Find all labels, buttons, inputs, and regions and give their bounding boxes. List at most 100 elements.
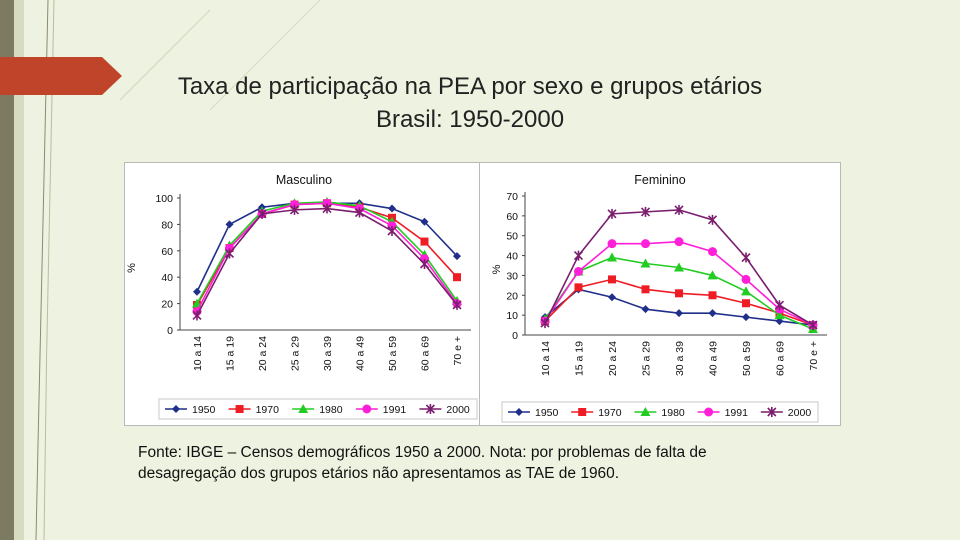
masc-series-2000-point [452,299,462,310]
masc-legend-box [158,398,478,420]
masc-series-2000-point [419,259,430,269]
masc-series-1950-point [453,252,461,261]
fem-title: Feminino [634,173,685,187]
fem-series-2000-point [607,208,617,219]
fem-ytick-label: 0 [512,330,518,342]
fem-xtick-label: 20 a 24 [607,341,619,376]
chart-masculino: Masculino% 0 20 40 60 80 100 10 a 14 15 a 19 20 a… [124,162,480,426]
fem-legend-label-1950: 1950 [535,407,559,419]
masc-legend-label-2000: 2000 [446,404,470,416]
masc-legend-label-1950: 1950 [192,404,216,416]
masc-series-2000-point [192,310,202,321]
fem-legend-label-1980: 1980 [661,407,685,419]
fem-series-1980-point [774,310,785,320]
fem-series-1980-point [741,286,751,296]
fem-series-1991-point [674,237,684,247]
fem-xtick-label: 70 e + [808,341,820,371]
masc-xtick-label: 30 a 39 [322,336,334,371]
fem-series-1980-point [674,262,684,272]
masc-ylabel: % [126,263,138,273]
masc-ytick-label: 80 [161,219,173,231]
fem-xtick-label: 40 a 49 [708,341,720,376]
fem-legend-box [501,401,819,423]
masc-series-2000-point [257,208,267,219]
slide-title-line-2: Brasil: 1950-2000 [375,106,565,133]
title-accent-tab [0,57,122,95]
fem-legend-label-1970: 1970 [598,407,622,419]
fem-ytick-label: 40 [506,251,518,263]
fem-series-1991-point [607,239,617,249]
fem-series-1970-point [574,283,583,292]
fem-ytick-label: 30 [506,270,518,282]
fem-legend-marker-1970 [578,408,587,416]
masc-series-2000-point [387,226,397,236]
fem-series-2000-point [774,300,785,311]
fem-series-2000-point [808,320,818,331]
masc-xtick-label: 20 a 24 [257,336,269,371]
masc-xtick-label: 60 a 69 [420,336,432,371]
fem-legend-label-1991: 1991 [725,407,749,419]
footnote-line-2: desagregação dos grupos etários não apre… [138,465,620,482]
fem-series-2000-point [674,204,684,215]
fem-ytick-label: 70 [506,191,518,203]
fem-series-1950-point [708,309,717,318]
fem-series-1991-point [574,266,583,276]
fem-series-2000-point [573,250,584,261]
fem-series-1950-point [608,293,616,302]
masc-series-1950-point [420,217,429,226]
fem-series-1950-point [742,313,750,322]
masc-series-1950-point [388,204,396,213]
masc-plot: Masculino% 0 20 40 60 80 100 10 a 14 15 a 19 20 a… [126,173,478,420]
fem-series-1970-point [608,275,616,284]
fem-xtick-label: 60 a 69 [775,341,787,376]
masc-xtick-label: 25 a 29 [290,336,302,371]
masc-series-2000-point [224,248,235,259]
masc-xtick-label: 10 a 14 [192,336,204,371]
masc-series-2000-line [196,207,458,316]
fem-series-2000-point [640,206,651,217]
masc-series-1950-point [225,220,234,229]
masc-ytick-label: 60 [161,246,173,258]
fem-series-1970-point [708,291,717,300]
masc-series-2000-point [322,203,332,214]
fem-legend-marker-1980 [640,407,651,416]
footnote-line-1: Fonte: IBGE – Censos demográficos 1950 a… [138,444,707,461]
fem-series-1950-point [641,305,650,314]
left-decor-bar [0,0,14,540]
masc-series-2000-point [289,204,300,215]
masc-series-1950-point [193,287,201,296]
fem-series-1991-point [641,239,650,249]
masc-ytick-label: 0 [167,325,173,337]
fem-xtick-label: 25 a 29 [641,341,653,376]
fem-ytick-label: 50 [506,231,518,243]
slide-title-line-1: Taxa de participação na PEA por sexo e g… [177,73,763,100]
masc-legend-label-1991: 1991 [383,404,407,416]
chart-feminino-svg: Feminino% 0 10 20 30 40 50 60 70 10 a 14 15 a 19 20… [491,173,827,423]
fem-series-1950-point [675,309,683,318]
masc-ytick-label: 40 [161,272,173,284]
masc-legend-label-1980: 1980 [319,404,343,416]
left-decor-strip [14,0,24,540]
masc-xtick-label: 40 a 49 [355,336,367,371]
fem-ytick-label: 20 [506,290,518,302]
fem-legend-marker-1991 [704,407,714,417]
masc-series-2000-point [354,207,365,218]
masc-series-1970-point [420,237,429,246]
chart-masculino-svg: Masculino% 0 20 40 60 80 100 10 a 14 15 a 19 20 a… [126,173,478,420]
masc-legend-marker-1950 [172,405,180,413]
fem-series-2000-point [741,252,751,263]
masc-title: Masculino [276,173,332,187]
masc-xtick-label: 15 a 19 [225,336,237,371]
fem-series-2000-point [707,214,718,225]
fem-series-1980-point [707,270,718,280]
masc-legend-marker-1980 [298,404,309,413]
masc-ytick-label: 100 [155,193,173,205]
fem-xtick-label: 30 a 39 [674,341,686,376]
fem-series-1970-point [742,299,750,308]
fem-legend-marker-2000 [767,407,777,417]
fem-ylabel: % [491,264,503,274]
source-footnote: Fonte: IBGE – Censos demográficos 1950 a… [138,442,828,484]
masc-xtick-label: 50 a 59 [387,336,399,371]
fem-series-1980-point [640,258,651,268]
fem-series-1991-point [741,274,751,284]
